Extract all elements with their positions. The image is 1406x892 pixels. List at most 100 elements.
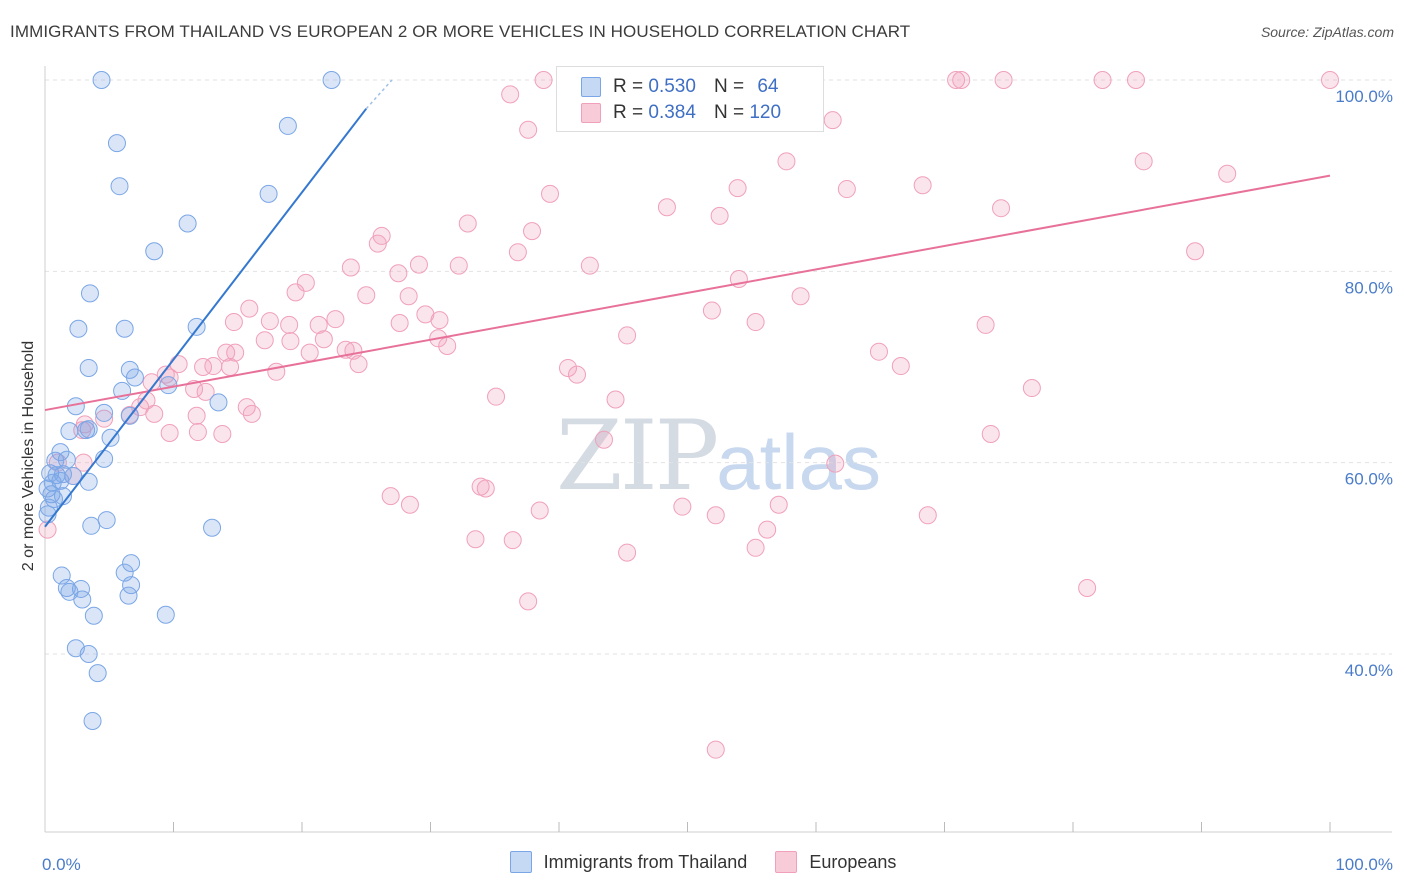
europeans-point bbox=[541, 184, 560, 203]
europeans-point bbox=[400, 495, 419, 514]
europeans-point bbox=[314, 330, 333, 349]
source-label: Source: ZipAtlas.com bbox=[1260, 24, 1394, 40]
thailand-point bbox=[82, 516, 101, 535]
europeans-point bbox=[300, 343, 319, 362]
europeans-point bbox=[1126, 71, 1145, 89]
europeans-point bbox=[503, 531, 522, 550]
europeans-point bbox=[381, 487, 400, 506]
europeans-point bbox=[280, 315, 299, 334]
thailand-point bbox=[39, 498, 58, 517]
europeans-point bbox=[994, 71, 1013, 89]
europeans-point bbox=[837, 180, 856, 199]
europeans-point bbox=[976, 315, 995, 334]
thailand-point bbox=[156, 605, 175, 624]
thailand-point bbox=[209, 393, 228, 412]
legend-swatch-thailand bbox=[509, 851, 532, 873]
europeans-point bbox=[777, 152, 796, 171]
europeans-point bbox=[224, 313, 243, 332]
thailand-point bbox=[84, 606, 103, 625]
legend-swatch-europeans bbox=[581, 103, 601, 123]
legend-item-europeans: Europeans bbox=[775, 851, 896, 873]
legend-row-europeans: R = 0.384 N = 120 bbox=[581, 101, 781, 125]
grid-lines bbox=[45, 79, 1392, 655]
europeans-point bbox=[746, 313, 765, 332]
europeans-point bbox=[1078, 578, 1097, 597]
europeans-point bbox=[255, 331, 274, 350]
thailand-point bbox=[73, 590, 92, 609]
europeans-point bbox=[567, 365, 586, 384]
europeans-point bbox=[217, 343, 236, 362]
legend-n-label: N = bbox=[713, 102, 745, 123]
europeans-point bbox=[449, 256, 468, 275]
europeans-point bbox=[823, 111, 842, 130]
europeans-point bbox=[240, 299, 259, 318]
europeans-point bbox=[519, 120, 538, 139]
europeans-point bbox=[399, 287, 418, 306]
legend-r-label: R = bbox=[613, 76, 644, 97]
thailand-point bbox=[122, 576, 141, 595]
europeans-point bbox=[368, 234, 387, 253]
europeans-point bbox=[1186, 242, 1205, 261]
europeans-point bbox=[326, 310, 345, 329]
series-legend: Immigrants from Thailand Europeans bbox=[0, 851, 1406, 873]
europeans-point bbox=[501, 85, 520, 104]
europeans-point bbox=[947, 71, 966, 89]
europeans-point bbox=[702, 301, 721, 320]
thailand-point bbox=[97, 511, 116, 530]
europeans-trend-line bbox=[44, 174, 1331, 412]
europeans-point bbox=[145, 404, 164, 423]
europeans-point bbox=[260, 312, 279, 331]
europeans-point bbox=[194, 358, 213, 376]
thailand-point bbox=[88, 664, 107, 683]
thailand-point bbox=[80, 284, 99, 303]
y-tick-label: 60.0% bbox=[1345, 470, 1393, 489]
europeans-point bbox=[349, 355, 368, 374]
legend-item-thailand: Immigrants from Thailand bbox=[509, 851, 748, 873]
thailand-point bbox=[159, 376, 178, 395]
thailand-point bbox=[101, 428, 120, 447]
europeans-point bbox=[558, 358, 577, 377]
legend-label-thailand: Immigrants from Thailand bbox=[543, 851, 748, 872]
thailand-point bbox=[119, 586, 138, 605]
europeans-point bbox=[487, 387, 506, 406]
legend-row-thailand: R = 0.530 N = 64 bbox=[581, 75, 778, 99]
europeans-point bbox=[38, 520, 57, 539]
thailand-point bbox=[122, 554, 141, 573]
europeans-point bbox=[519, 592, 538, 611]
x-tick-label: 100.0% bbox=[1335, 855, 1393, 874]
thailand-point bbox=[92, 71, 111, 89]
europeans-point bbox=[728, 179, 747, 198]
tick-labels: 40.0% 60.0% 80.0% 100.0% 0.0% 100.0% bbox=[42, 87, 1393, 874]
europeans-point bbox=[357, 286, 376, 305]
europeans-point bbox=[1022, 379, 1041, 398]
europeans-point bbox=[913, 176, 932, 195]
europeans-point bbox=[769, 495, 788, 514]
europeans-point bbox=[618, 543, 637, 562]
legend-r-value: 0.530 bbox=[648, 76, 696, 97]
europeans-point bbox=[534, 71, 553, 89]
europeans-point bbox=[746, 538, 765, 557]
thailand-point bbox=[79, 358, 98, 377]
europeans-point bbox=[390, 313, 409, 332]
thailand-point bbox=[259, 184, 278, 203]
watermark-atlas: atlas bbox=[716, 418, 881, 506]
europeans-point bbox=[673, 497, 692, 516]
europeans-point bbox=[791, 287, 810, 306]
europeans-point bbox=[508, 243, 527, 262]
europeans-point bbox=[580, 256, 599, 275]
europeans-point bbox=[992, 199, 1011, 218]
europeans-point bbox=[826, 454, 845, 473]
europeans-point bbox=[1321, 71, 1339, 89]
europeans-points bbox=[38, 71, 1339, 759]
europeans-point bbox=[196, 382, 215, 401]
watermark: ZIPatlas bbox=[556, 400, 881, 512]
europeans-point bbox=[458, 214, 477, 233]
europeans-point bbox=[618, 326, 637, 345]
y-tick-label: 100.0% bbox=[1335, 87, 1393, 106]
thailand-point bbox=[79, 472, 98, 491]
europeans-point bbox=[281, 332, 300, 351]
y-tick-label: 40.0% bbox=[1345, 661, 1393, 680]
europeans-point bbox=[952, 71, 971, 89]
thailand-point bbox=[125, 368, 144, 387]
watermark-zip: ZIP bbox=[556, 400, 719, 512]
